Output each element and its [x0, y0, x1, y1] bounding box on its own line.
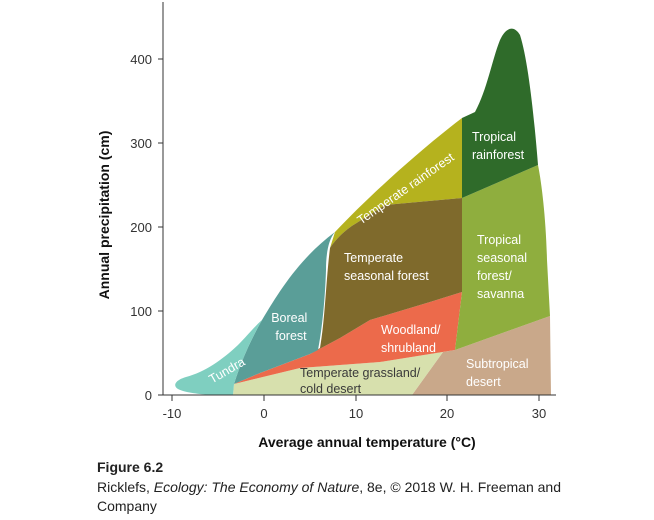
biome-boreal-forest	[234, 232, 335, 384]
biome-tropical-rainforest	[462, 28, 538, 199]
label-temperate-seasonal-forest: Temperate seasonal forest	[344, 251, 429, 283]
biome-temperate-grassland	[233, 350, 455, 395]
y-tick-label: 200	[130, 220, 152, 235]
x-tick-label: 10	[349, 406, 363, 421]
credit-prefix: Ricklefs,	[97, 479, 154, 495]
x-tick-label: 0	[260, 406, 267, 421]
figure-credit: Ricklefs, Ecology: The Economy of Nature…	[97, 478, 567, 516]
label-boreal-forest: Boreal forest	[271, 311, 311, 343]
biome-woodland-shrubland	[234, 292, 462, 384]
label-subtropical-desert: Subtropical desert	[466, 357, 532, 389]
figure-number: Figure 6.2	[97, 459, 164, 475]
y-tick-label: 0	[145, 388, 152, 403]
label-tropical-rainforest: Tropical rainforest	[472, 130, 525, 162]
y-tick-label: 400	[130, 52, 152, 67]
biome-temperate-seasonal-forest	[310, 198, 462, 354]
y-tick-label: 300	[130, 136, 152, 151]
biome-subtropical-desert	[412, 316, 551, 395]
label-temperate-grassland: Temperate grassland/ cold desert	[300, 366, 424, 396]
biome-tropical-seasonal-forest	[455, 165, 550, 350]
x-tick-label: -10	[163, 406, 182, 421]
y-axis-title: Annual precipitation (cm)	[96, 131, 112, 300]
x-tick-label: 20	[440, 406, 454, 421]
biome-tundra	[175, 320, 262, 395]
x-axis-title: Average annual temperature (°C)	[258, 434, 475, 450]
label-tropical-seasonal-forest: Tropical seasonal forest/ savanna	[477, 233, 531, 301]
x-tick-label: 30	[532, 406, 546, 421]
y-tick-label: 100	[130, 304, 152, 319]
credit-book-title: Ecology: The Economy of Nature	[153, 479, 360, 495]
label-woodland-shrubland: Woodland/ shrubland	[381, 323, 444, 355]
credit-suffix: , 8e, © 2018 W. H. Freeman and Company	[97, 479, 561, 514]
biome-temperate-rainforest	[330, 118, 462, 248]
